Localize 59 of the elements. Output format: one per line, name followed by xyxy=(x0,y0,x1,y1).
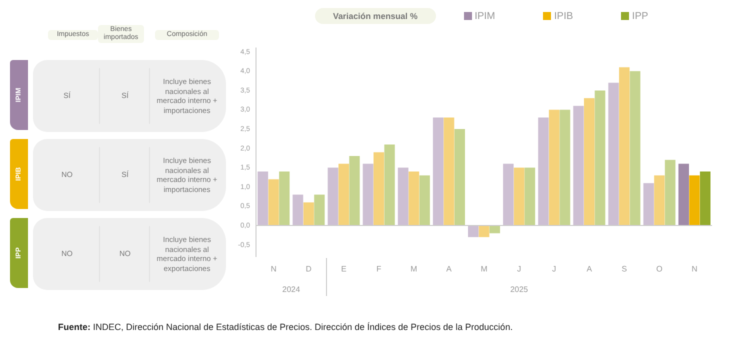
x-tick-label: M xyxy=(480,264,488,274)
legend-label: IPP xyxy=(632,10,648,22)
bar xyxy=(514,168,524,226)
x-tick-label: A xyxy=(446,264,452,274)
bar xyxy=(349,156,360,226)
bar xyxy=(374,152,384,226)
x-tick-label: J xyxy=(552,264,556,274)
x-tick-label: J xyxy=(517,264,522,274)
bar xyxy=(538,117,549,226)
bar xyxy=(362,164,374,226)
bar xyxy=(408,171,420,226)
bar xyxy=(444,117,454,226)
x-tick-label: M xyxy=(410,264,418,274)
x-tick-label: O xyxy=(656,264,663,274)
bar xyxy=(700,171,710,226)
bar xyxy=(643,183,654,226)
bar xyxy=(619,67,630,226)
bar xyxy=(292,194,304,226)
bar xyxy=(454,129,465,226)
legend-label: IPIB xyxy=(554,10,574,22)
bar xyxy=(689,175,700,226)
bar xyxy=(258,171,268,226)
x-tick-label: N xyxy=(270,264,277,274)
bar xyxy=(398,168,408,226)
x-tick-label: D xyxy=(306,264,312,274)
x-tick-label: F xyxy=(376,264,382,274)
bar xyxy=(328,168,338,226)
x-tick-label: N xyxy=(692,264,698,274)
bar xyxy=(630,71,640,226)
bar xyxy=(573,106,584,226)
bar xyxy=(314,194,325,226)
bar xyxy=(419,175,430,226)
bar xyxy=(303,202,314,226)
bar xyxy=(608,82,619,226)
bar xyxy=(548,110,560,226)
x-tick-label: E xyxy=(341,264,346,274)
bar xyxy=(279,171,290,226)
bar xyxy=(654,175,665,226)
bar xyxy=(678,164,689,226)
bar xyxy=(384,144,395,226)
legend-title: Variación mensual % xyxy=(315,8,436,24)
text: 2024 xyxy=(282,285,301,294)
bar xyxy=(432,117,444,226)
bar xyxy=(524,168,536,226)
source-note: Fuente: INDEC, Dirección Nacional de Estadísticas de Precios. Dirección de Índices de Precios de la Producción. xyxy=(58,322,513,332)
bar xyxy=(490,226,500,234)
bar xyxy=(268,179,279,226)
bar xyxy=(584,98,595,226)
text: 2025 xyxy=(510,285,529,294)
bar xyxy=(478,226,490,238)
bar xyxy=(338,164,350,226)
bar xyxy=(664,160,676,226)
bar xyxy=(560,110,570,226)
x-tick-label: S xyxy=(622,264,627,274)
bar xyxy=(594,90,606,226)
legend-label: IPIM xyxy=(474,10,496,22)
x-tick-label: A xyxy=(586,264,593,274)
bar xyxy=(503,164,514,226)
bar xyxy=(468,226,479,238)
